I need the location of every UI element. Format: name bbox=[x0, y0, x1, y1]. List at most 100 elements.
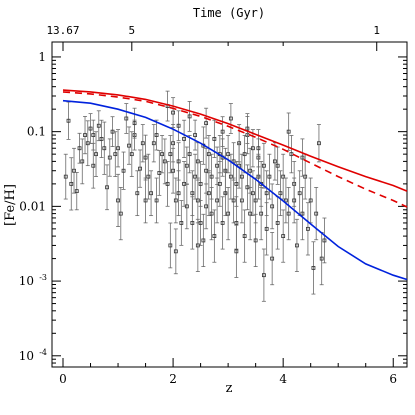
data-point bbox=[206, 191, 211, 196]
data-point bbox=[146, 174, 151, 179]
data-point bbox=[118, 211, 123, 216]
data-point bbox=[261, 163, 266, 168]
data-point bbox=[215, 198, 220, 203]
data-point bbox=[127, 143, 131, 148]
data-point bbox=[314, 211, 319, 216]
x-axis-label: z bbox=[226, 381, 233, 396]
data-point bbox=[248, 211, 253, 216]
data-point bbox=[149, 191, 153, 196]
data-point bbox=[154, 198, 159, 203]
top-tick-label: 13.67 bbox=[46, 24, 79, 37]
data-point bbox=[88, 126, 93, 131]
x-tick-label: 4 bbox=[279, 372, 287, 386]
data-point bbox=[132, 121, 137, 126]
data-point bbox=[245, 126, 250, 131]
data-point bbox=[116, 198, 120, 203]
data-point bbox=[154, 133, 159, 137]
data-point bbox=[253, 238, 258, 243]
data-point bbox=[107, 155, 112, 160]
data-point bbox=[223, 191, 228, 196]
data-point bbox=[264, 191, 269, 196]
data-point bbox=[284, 198, 288, 203]
data-point bbox=[96, 123, 101, 128]
data-point bbox=[113, 152, 118, 157]
data-point bbox=[116, 146, 120, 151]
data-point bbox=[220, 221, 225, 225]
data-point bbox=[308, 198, 313, 203]
data-point bbox=[242, 234, 247, 238]
data-point bbox=[83, 133, 87, 137]
data-point bbox=[168, 152, 173, 157]
y-tick-label: 0.1 bbox=[27, 125, 46, 139]
tick-labels: 0 2 4 6 13.67 5 1 1 0.1 0.01 10 -3 10 -4 bbox=[19, 24, 397, 386]
data-point bbox=[264, 226, 269, 231]
data-point bbox=[184, 163, 189, 168]
data-point bbox=[195, 243, 200, 248]
data-point bbox=[176, 159, 181, 164]
data-point bbox=[69, 181, 74, 186]
data-point bbox=[198, 181, 203, 186]
data-point bbox=[94, 152, 98, 157]
data-point bbox=[228, 174, 233, 179]
data-point bbox=[270, 204, 275, 209]
data-point bbox=[231, 198, 236, 203]
data-point bbox=[275, 163, 280, 168]
data-point bbox=[259, 211, 264, 216]
data-point bbox=[209, 211, 214, 216]
model-curves bbox=[62, 89, 408, 281]
data-point bbox=[286, 129, 291, 134]
data-point bbox=[105, 185, 109, 190]
data-point bbox=[261, 273, 266, 278]
data-point bbox=[165, 181, 170, 186]
y-tick-label: 10 bbox=[19, 274, 34, 288]
data-point bbox=[190, 221, 195, 225]
data-point bbox=[91, 133, 96, 137]
data-point bbox=[201, 238, 206, 243]
data-point bbox=[184, 204, 189, 209]
data-point bbox=[273, 159, 277, 164]
top-tick-label: 1 bbox=[373, 24, 380, 37]
dashed-red-curve bbox=[62, 91, 408, 208]
data-point bbox=[91, 163, 96, 168]
data-point bbox=[121, 168, 126, 173]
data-point bbox=[322, 238, 327, 243]
data-point bbox=[217, 181, 222, 186]
data-point bbox=[160, 152, 164, 157]
data-point bbox=[171, 110, 175, 115]
data-point bbox=[135, 191, 140, 196]
data-point bbox=[306, 226, 310, 231]
plot-frame bbox=[51, 41, 408, 368]
data-point bbox=[250, 191, 255, 196]
y-tick-label: 0.01 bbox=[19, 199, 46, 213]
y-tick-exponent: -4 bbox=[39, 348, 47, 357]
data-point bbox=[198, 221, 203, 225]
data-point bbox=[209, 174, 214, 179]
data-point bbox=[286, 211, 291, 216]
data-point bbox=[140, 141, 145, 146]
data-point bbox=[102, 146, 107, 151]
axis-ticks bbox=[52, 42, 407, 367]
data-point bbox=[204, 204, 209, 209]
data-point bbox=[129, 152, 134, 157]
data-point bbox=[317, 141, 321, 146]
data-point bbox=[275, 221, 280, 225]
data-point bbox=[204, 121, 209, 126]
data-point bbox=[292, 198, 297, 203]
data-point bbox=[176, 191, 181, 196]
data-point bbox=[239, 174, 244, 179]
data-point bbox=[253, 198, 258, 203]
x-tick-label: 0 bbox=[59, 372, 67, 386]
top-tick-label: 5 bbox=[128, 24, 135, 37]
data-point bbox=[143, 198, 148, 203]
data-point bbox=[212, 136, 217, 141]
data-point bbox=[234, 221, 239, 225]
scatter-points bbox=[63, 90, 327, 302]
data-point bbox=[234, 181, 239, 186]
top-axis-label: Time (Gyr) bbox=[193, 6, 265, 20]
data-point bbox=[179, 221, 184, 225]
data-point bbox=[99, 136, 104, 141]
data-point bbox=[80, 159, 85, 164]
data-point bbox=[300, 155, 305, 160]
data-point bbox=[193, 133, 198, 137]
data-point bbox=[74, 189, 79, 194]
